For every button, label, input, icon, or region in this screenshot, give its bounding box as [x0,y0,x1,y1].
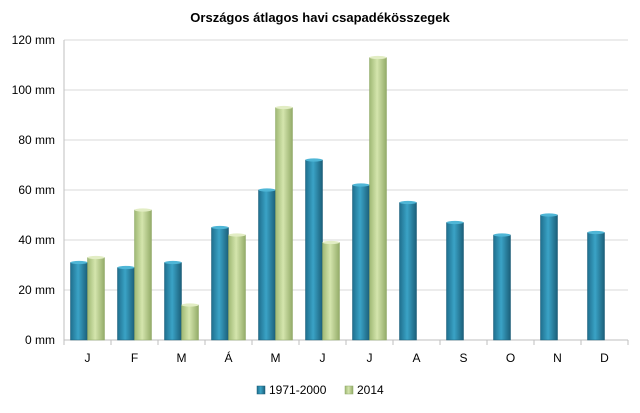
bar-1971-2000-Á [211,227,229,341]
bar-2014-M [275,107,293,341]
legend: 1971-2000 2014 [256,383,384,397]
bar-1971-2000-O [493,234,511,341]
bar-1971-2000-D [587,232,605,341]
y-tick-label: 60 mm [18,183,55,197]
bar-1971-2000-M [164,262,182,341]
bar-cap [70,260,88,265]
legend-swatch-1971-2000 [256,385,266,395]
bar-cap [369,55,387,60]
x-tick-label: D [600,351,609,365]
y-tick-label: 100 mm [12,83,55,97]
bar-cap [493,233,511,237]
bar-cap [211,225,229,230]
bar-2014-M [181,304,199,341]
x-tick-label: J [320,351,326,365]
legend-label: 1971-2000 [269,383,327,397]
bar-cap [587,230,605,235]
x-tick-label: S [459,351,467,365]
bar-1971-2000-A [399,202,417,341]
x-tick-label: M [177,351,187,365]
bar-cap [87,255,105,260]
bar-1971-2000-F [117,267,135,341]
bar-cap [540,213,558,217]
bar-2014-Á [228,234,246,341]
bar-1971-2000-N [540,214,558,341]
x-tick-label: J [85,351,91,365]
x-tick-label: Á [224,350,232,365]
y-tick-label: 120 mm [12,33,55,47]
x-tick-label: A [412,351,420,365]
y-tick-label: 20 mm [18,283,55,297]
bar-1971-2000-S [446,222,464,341]
bar-2014-J [369,57,387,341]
bar-2014-J [87,257,105,341]
bar-cap [446,220,464,225]
bars [70,55,605,341]
legend-swatch-2014 [344,385,354,395]
bar-cap [399,200,417,205]
bar-cap [181,303,199,307]
bar-cap [164,260,182,265]
x-tick-label: M [271,351,281,365]
bar-cap [305,158,323,162]
bar-2014-J [322,242,340,341]
bar-cap [322,240,340,245]
bar-cap [117,265,135,270]
legend-label: 2014 [357,383,384,397]
x-tick-label: F [131,351,138,365]
y-tick-label: 0 mm [25,333,55,347]
bar-2014-F [134,209,152,341]
x-tick-label: N [553,351,562,365]
chart-title: Országos átlagos havi csapadékösszegek [190,10,450,25]
bar-1971-2000-M [258,189,276,341]
bar-cap [228,233,246,237]
bar-1971-2000-J [305,159,323,341]
bar-1971-2000-J [352,184,370,341]
x-tick-label: J [367,351,373,365]
bar-cap [134,208,152,212]
bar-cap [258,188,276,192]
gridlines [64,39,628,341]
bar-cap [275,105,293,110]
bar-1971-2000-J [70,262,88,341]
y-tick-label: 80 mm [18,133,55,147]
y-tick-label: 40 mm [18,233,55,247]
x-tick-label: O [506,351,515,365]
bar-cap [352,183,370,187]
